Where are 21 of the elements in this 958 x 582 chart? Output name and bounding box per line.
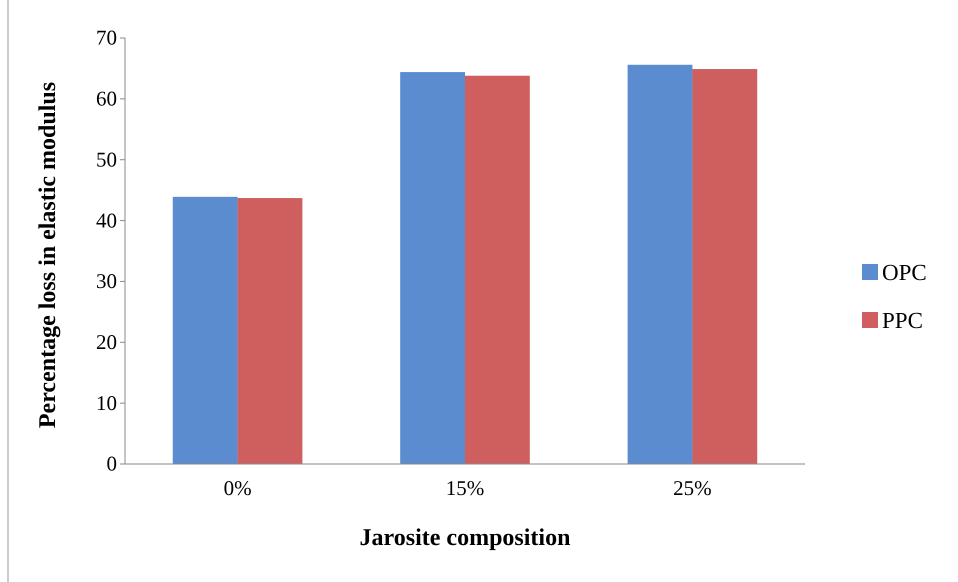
bar <box>465 76 530 464</box>
y-tick-label: 0 <box>106 452 117 476</box>
x-tick-label: 25% <box>673 476 712 500</box>
y-tick-label: 40 <box>96 208 117 232</box>
legend-label: OPC <box>882 260 927 285</box>
x-axis-title: Jarosite composition <box>360 525 570 551</box>
bar <box>172 196 238 464</box>
y-axis-title: Percentage loss in elastic modulus <box>35 82 61 428</box>
legend-label: PPC <box>882 308 923 333</box>
x-tick-label: 15% <box>446 476 484 500</box>
x-tick-label: 0% <box>224 476 252 500</box>
y-tick-label: 70 <box>96 26 117 50</box>
bar <box>238 198 302 464</box>
y-tick-label: 30 <box>96 269 117 294</box>
bar <box>400 72 465 464</box>
y-tick-label: 60 <box>96 86 117 111</box>
y-tick-label: 20 <box>96 330 117 354</box>
bar <box>628 64 692 464</box>
y-tick-label: 50 <box>96 147 117 172</box>
y-tick-label: 10 <box>96 390 117 415</box>
bar <box>692 69 758 464</box>
